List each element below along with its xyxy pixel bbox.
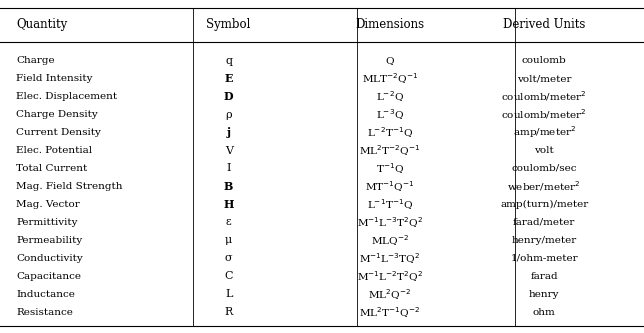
Text: Field Intensity: Field Intensity: [16, 74, 93, 83]
Text: ε: ε: [226, 217, 231, 227]
Text: Charge: Charge: [16, 56, 55, 65]
Text: coulomb/meter$^2$: coulomb/meter$^2$: [502, 90, 587, 104]
Text: L$^{-3}$Q: L$^{-3}$Q: [375, 107, 404, 122]
Text: Mag. Field Strength: Mag. Field Strength: [16, 182, 122, 191]
Text: Symbol: Symbol: [207, 18, 251, 32]
Text: Mag. Vector: Mag. Vector: [16, 200, 80, 209]
Text: ohm: ohm: [533, 308, 556, 317]
Text: coulomb/sec: coulomb/sec: [511, 164, 577, 173]
Text: Permittivity: Permittivity: [16, 218, 77, 227]
Text: Q: Q: [385, 56, 394, 65]
Text: M$^{-1}$L$^{-2}$T$^2$Q$^2$: M$^{-1}$L$^{-2}$T$^2$Q$^2$: [357, 269, 422, 284]
Text: ML$^2$Q$^{-2}$: ML$^2$Q$^{-2}$: [368, 287, 411, 302]
Text: L$^{-1}$T$^{-1}$Q: L$^{-1}$T$^{-1}$Q: [366, 197, 413, 212]
Text: volt: volt: [535, 146, 554, 155]
Text: amp(turn)/meter: amp(turn)/meter: [500, 200, 589, 209]
Text: weber/meter$^2$: weber/meter$^2$: [507, 179, 581, 193]
Text: B: B: [224, 181, 233, 192]
Text: ML$^2$T$^{-1}$Q$^{-2}$: ML$^2$T$^{-1}$Q$^{-2}$: [359, 305, 420, 320]
Text: L: L: [225, 289, 232, 299]
Text: farad: farad: [531, 272, 558, 281]
Text: MLT$^{-2}$Q$^{-1}$: MLT$^{-2}$Q$^{-1}$: [361, 71, 418, 86]
Text: farad/meter: farad/meter: [513, 218, 575, 227]
Text: Elec. Potential: Elec. Potential: [16, 146, 92, 155]
Text: Quantity: Quantity: [16, 18, 68, 32]
Text: volt/meter: volt/meter: [517, 74, 571, 83]
Text: M$^{-1}$L$^{-3}$TQ$^2$: M$^{-1}$L$^{-3}$TQ$^2$: [359, 251, 420, 266]
Text: μ: μ: [225, 235, 232, 245]
Text: Resistance: Resistance: [16, 308, 73, 317]
Text: MLQ$^{-2}$: MLQ$^{-2}$: [370, 233, 409, 248]
Text: coulomb/meter$^2$: coulomb/meter$^2$: [502, 108, 587, 122]
Text: H: H: [223, 199, 234, 210]
Text: I: I: [227, 164, 231, 173]
Text: j: j: [227, 127, 231, 138]
Text: C: C: [224, 271, 233, 281]
Text: L$^{-2}$Q: L$^{-2}$Q: [375, 89, 404, 104]
Text: henry/meter: henry/meter: [511, 236, 577, 245]
Text: M$^{-1}$L$^{-3}$T$^2$Q$^2$: M$^{-1}$L$^{-3}$T$^2$Q$^2$: [357, 215, 422, 230]
Text: coulomb: coulomb: [522, 56, 567, 65]
Text: D: D: [224, 91, 233, 102]
Text: henry: henry: [529, 290, 560, 299]
Text: Dimensions: Dimensions: [355, 18, 424, 32]
Text: ρ: ρ: [225, 110, 232, 120]
Text: Inductance: Inductance: [16, 290, 75, 299]
Text: MT$^{-1}$Q$^{-1}$: MT$^{-1}$Q$^{-1}$: [365, 179, 414, 194]
Text: Capacitance: Capacitance: [16, 272, 81, 281]
Text: q: q: [225, 56, 232, 66]
Text: Conductivity: Conductivity: [16, 254, 83, 263]
Text: σ: σ: [225, 253, 232, 263]
Text: Current Density: Current Density: [16, 128, 101, 137]
Text: amp/meter$^2$: amp/meter$^2$: [513, 125, 576, 141]
Text: T$^{-1}$Q: T$^{-1}$Q: [375, 161, 404, 176]
Text: V: V: [225, 146, 232, 156]
Text: 1/ohm-meter: 1/ohm-meter: [510, 254, 578, 263]
Text: Elec. Displacement: Elec. Displacement: [16, 92, 117, 101]
Text: E: E: [224, 73, 233, 84]
Text: Total Current: Total Current: [16, 164, 88, 173]
Text: ML$^2$T$^{-2}$Q$^{-1}$: ML$^2$T$^{-2}$Q$^{-1}$: [359, 143, 421, 158]
Text: L$^{-2}$T$^{-1}$Q: L$^{-2}$T$^{-1}$Q: [366, 125, 413, 140]
Text: R: R: [225, 307, 232, 317]
Text: Permeability: Permeability: [16, 236, 82, 245]
Text: Derived Units: Derived Units: [503, 18, 585, 32]
Text: Charge Density: Charge Density: [16, 110, 98, 119]
